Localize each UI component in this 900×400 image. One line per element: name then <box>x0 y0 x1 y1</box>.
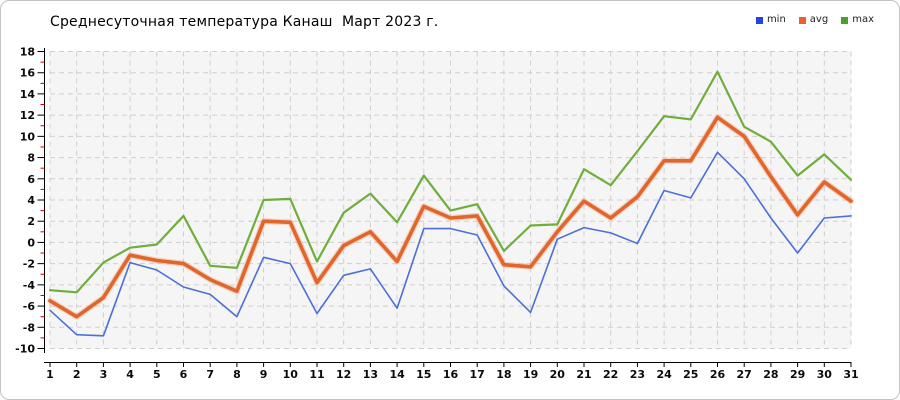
y-axis-label: 18 <box>20 46 35 59</box>
x-axis-label: 6 <box>180 368 188 381</box>
x-axis-ticks <box>49 362 852 367</box>
legend-label-min: min <box>766 14 786 25</box>
x-axis-label: 2 <box>73 368 81 381</box>
x-axis-label: 15 <box>416 368 431 381</box>
x-axis-label: 16 <box>443 368 459 381</box>
y-axis-labels: -10 -8 -6 -4 -2 0 2 4 6 8 10 12 14 16 18 <box>15 46 35 356</box>
x-axis-label: 24 <box>656 368 672 381</box>
x-axis-label: 25 <box>683 368 698 381</box>
y-axis-label: 12 <box>20 109 35 122</box>
x-axis-label: 17 <box>470 368 485 381</box>
y-axis-label: -8 <box>23 321 35 334</box>
x-axis-label: 26 <box>710 368 726 381</box>
y-minor-ticks <box>40 61 45 339</box>
x-axis-label: 19 <box>523 368 538 381</box>
y-axis-label: -2 <box>23 258 35 271</box>
x-axis-label: 23 <box>630 368 645 381</box>
series-max-line <box>48 70 853 294</box>
x-axis-label: 27 <box>737 368 752 381</box>
x-axis-label: 31 <box>843 368 858 381</box>
y-axis-label: 0 <box>27 236 35 249</box>
min-series-swatch-icon <box>755 16 763 24</box>
series-min-line <box>49 151 852 337</box>
x-axis-label: 10 <box>283 368 299 381</box>
y-axis-label: -6 <box>23 300 36 313</box>
legend: min avg max <box>755 14 874 25</box>
x-axis-label: 1 <box>46 368 54 381</box>
y-axis-label: 2 <box>27 215 35 228</box>
y-axis-label: 10 <box>20 130 36 143</box>
x-axis-label: 13 <box>363 368 378 381</box>
x-axis-label: 21 <box>576 368 591 381</box>
x-axis-label: 28 <box>763 368 778 381</box>
x-axis-label: 8 <box>233 368 241 381</box>
legend-item-avg: avg <box>798 14 829 25</box>
y-axis-label: 4 <box>27 194 35 207</box>
x-axis-label: 11 <box>309 368 324 381</box>
y-axis-label: -10 <box>15 343 35 356</box>
y-axis-label: 8 <box>27 152 35 165</box>
legend-label-max: max <box>852 14 874 25</box>
x-axis-label: 5 <box>153 368 161 381</box>
avg-series-swatch-icon <box>798 16 806 24</box>
x-axis-label: 30 <box>817 368 833 381</box>
x-axis-label: 14 <box>389 368 405 381</box>
x-axis-label: 20 <box>550 368 566 381</box>
series-avg-line <box>48 115 853 319</box>
legend-item-min: min <box>755 14 786 25</box>
x-axis-label: 7 <box>206 368 214 381</box>
x-axis-label: 3 <box>100 368 108 381</box>
max-series-swatch-icon <box>841 16 849 24</box>
y-axis-label: -4 <box>23 279 36 292</box>
chart-title: Среднесуточная температура Канаш Март 20… <box>50 14 439 30</box>
x-axis-label: 9 <box>260 368 268 381</box>
x-axis-label: 22 <box>603 368 618 381</box>
series-lines <box>47 70 854 337</box>
x-axis-label: 29 <box>790 368 805 381</box>
y-axis-label: 14 <box>20 88 36 101</box>
y-axis-label: 6 <box>27 173 35 186</box>
x-axis-label: 4 <box>126 368 134 381</box>
y-axis-ticks <box>37 51 45 349</box>
legend-item-max: max <box>841 15 874 25</box>
gridlines <box>49 51 852 349</box>
x-axis-label: 12 <box>336 368 351 381</box>
y-axis-label: 16 <box>20 67 36 80</box>
x-axis-labels: 1 2 3 4 5 6 7 8 9 10 11 12 13 14 15 16 17 18 19 20 21 22 23 24 2… <box>46 368 858 381</box>
x-axis-label: 18 <box>496 368 511 381</box>
legend-label-avg: avg <box>809 14 829 25</box>
